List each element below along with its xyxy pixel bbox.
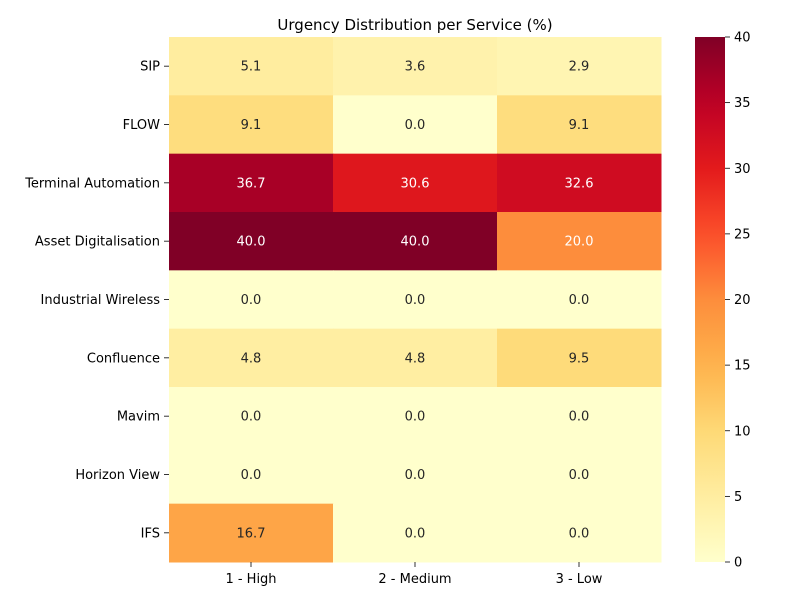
cell-value-label: 0.0 xyxy=(241,293,262,308)
cell-value-label: 0.0 xyxy=(405,293,426,308)
cell-value-label: 2.9 xyxy=(569,60,590,75)
cell-value-label: 0.0 xyxy=(405,526,426,541)
cell-value-label: 20.0 xyxy=(565,235,594,250)
chart-title: Urgency Distribution per Service (%) xyxy=(277,16,552,34)
row-label: Industrial Wireless xyxy=(41,293,161,308)
cell-value-label: 9.1 xyxy=(241,118,262,133)
colorbar-tick-label: 35 xyxy=(734,96,751,111)
colorbar-tick-label: 0 xyxy=(734,556,742,571)
heatmap-cell xyxy=(169,37,334,96)
heatmap-cell xyxy=(169,95,334,155)
cell-value-label: 9.1 xyxy=(569,118,590,133)
colorbar-tick-label: 5 xyxy=(734,490,742,505)
heatmap-cell xyxy=(169,328,334,388)
heatmap-cell xyxy=(497,328,662,388)
heatmap-cell xyxy=(333,328,498,388)
column-label: 3 - Low xyxy=(556,572,603,587)
colorbar-bar xyxy=(695,37,725,562)
cell-value-label: 0.0 xyxy=(405,468,426,483)
column-label: 1 - High xyxy=(225,572,276,587)
cell-value-label: 40.0 xyxy=(237,235,266,250)
cell-value-label: 0.0 xyxy=(569,293,590,308)
heatmap-cell xyxy=(497,503,662,563)
column-labels: 1 - High 2 - Medium 3 - Low xyxy=(225,562,603,587)
column-label: 2 - Medium xyxy=(378,572,451,587)
cell-value-label: 0.0 xyxy=(241,468,262,483)
row-label: Mavim xyxy=(117,410,160,425)
heatmap-cell xyxy=(333,95,498,155)
row-label: Asset Digitalisation xyxy=(35,235,160,250)
cell-value-label: 5.1 xyxy=(241,60,262,75)
heatmap-cell xyxy=(333,153,498,213)
row-label: IFS xyxy=(141,526,160,541)
cell-value-label: 0.0 xyxy=(569,410,590,425)
colorbar-tick-label: 15 xyxy=(734,359,751,374)
cell-value-label: 0.0 xyxy=(569,468,590,483)
cell-value-label: 4.8 xyxy=(241,351,262,366)
row-label: FLOW xyxy=(123,118,160,133)
heatmap-cell xyxy=(333,212,498,271)
cell-value-label: 9.5 xyxy=(569,351,590,366)
colorbar xyxy=(695,37,725,562)
heatmap-cell xyxy=(497,37,662,96)
heatmap-cell xyxy=(497,270,662,330)
heatmap-cell xyxy=(497,153,662,213)
cell-value-label: 0.0 xyxy=(241,410,262,425)
colorbar-tick-label: 20 xyxy=(734,293,751,308)
cell-value-label: 16.7 xyxy=(237,526,266,541)
cell-value-label: 36.7 xyxy=(237,176,266,191)
heatmap-cell xyxy=(169,212,334,271)
cell-value-label: 0.0 xyxy=(405,410,426,425)
heatmap-cell xyxy=(169,153,334,213)
colorbar-tick-label: 25 xyxy=(734,227,751,242)
heatmap-cell xyxy=(333,503,498,563)
heatmap-cell xyxy=(497,445,662,505)
heatmap-cell xyxy=(333,387,498,446)
heatmap-cell xyxy=(169,270,334,330)
heatmap-cell xyxy=(169,445,334,505)
colorbar-ticks: 0 5 10 15 20 25 30 35 40 xyxy=(725,31,751,571)
heatmap-cell xyxy=(497,95,662,155)
row-label: SIP xyxy=(140,60,160,75)
heatmap-cell xyxy=(333,445,498,505)
heatmap-cell xyxy=(497,387,662,446)
cell-value-label: 4.8 xyxy=(405,351,426,366)
heatmap-cells: 5.1 3.6 2.9 9.1 0.0 9.1 36.7 30.6 32.6 40.0 40.0 20… xyxy=(169,37,662,563)
cell-value-label: 32.6 xyxy=(565,176,594,191)
heatmap-cell xyxy=(169,503,334,563)
heatmap-cell xyxy=(497,212,662,271)
colorbar-tick-label: 10 xyxy=(734,424,751,439)
row-label: Terminal Automation xyxy=(24,176,160,191)
cell-value-label: 30.6 xyxy=(401,176,430,191)
cell-value-label: 0.0 xyxy=(405,118,426,133)
cell-value-label: 3.6 xyxy=(405,60,426,75)
colorbar-tick-label: 40 xyxy=(734,31,751,46)
heatmap-cell xyxy=(169,387,334,446)
cell-value-label: 0.0 xyxy=(569,526,590,541)
row-labels: SIP FLOW Terminal Automation Asset Digitali… xyxy=(24,60,169,541)
cell-value-label: 40.0 xyxy=(401,235,430,250)
row-label: Horizon View xyxy=(75,468,160,483)
heatmap-cell xyxy=(333,270,498,330)
row-label: Confluence xyxy=(87,351,160,366)
heatmap-cell xyxy=(333,37,498,96)
colorbar-tick-label: 30 xyxy=(734,162,751,177)
